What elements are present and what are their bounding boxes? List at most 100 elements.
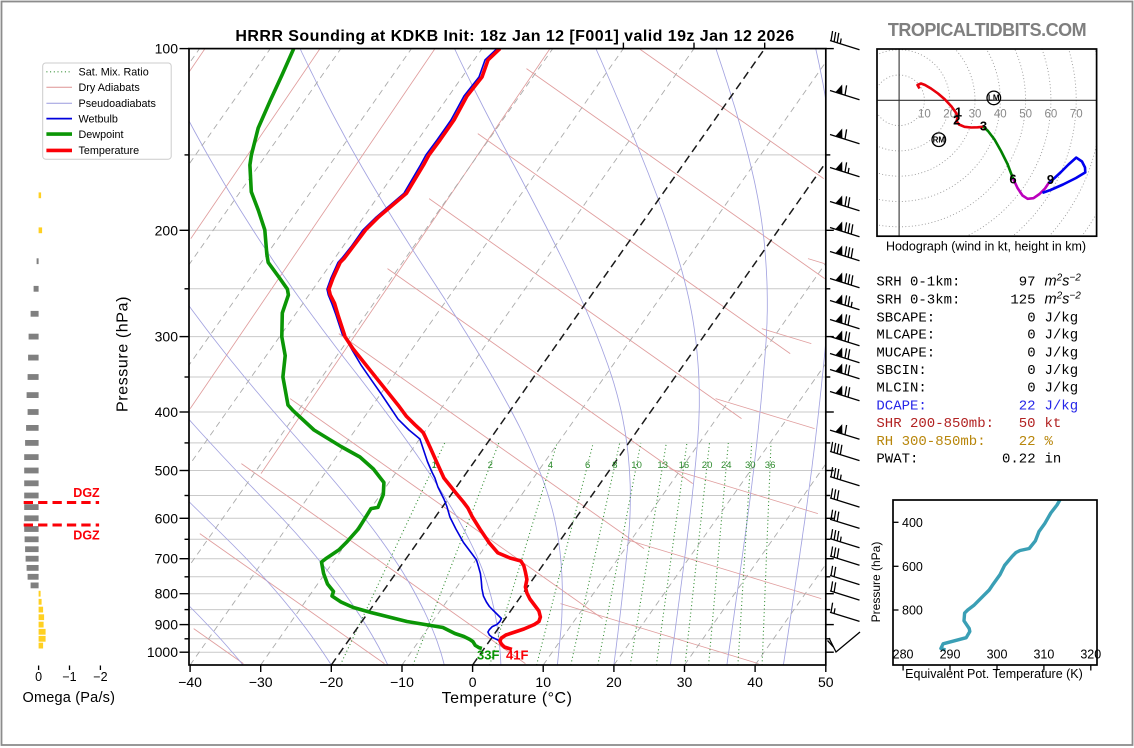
svg-text:0: 0 [35, 670, 42, 684]
svg-text:J/kg: J/kg [1045, 310, 1079, 326]
svg-text:0: 0 [1027, 345, 1035, 361]
svg-text:30: 30 [677, 674, 693, 690]
svg-text:MLCAPE:: MLCAPE: [876, 328, 935, 344]
svg-text:PWAT:: PWAT: [876, 452, 918, 468]
svg-text:10: 10 [535, 674, 551, 690]
svg-text:200: 200 [155, 222, 179, 238]
svg-text:1: 1 [955, 105, 962, 120]
svg-text:J/kg: J/kg [1045, 363, 1079, 379]
svg-text:kt: kt [1045, 416, 1062, 432]
svg-text:−1: −1 [62, 670, 76, 684]
svg-text:20: 20 [702, 460, 713, 471]
svg-text:0: 0 [1027, 328, 1035, 344]
svg-text:SBCAPE:: SBCAPE: [876, 310, 935, 326]
svg-text:60: 60 [1045, 109, 1058, 121]
svg-text:Hodograph (wind in kt, height: Hodograph (wind in kt, height in km) [886, 240, 1086, 254]
svg-text:33F: 33F [477, 648, 499, 663]
svg-text:400: 400 [155, 404, 179, 420]
svg-text:0: 0 [1027, 363, 1035, 379]
svg-text:500: 500 [155, 463, 179, 479]
svg-text:70: 70 [1070, 109, 1083, 121]
svg-text:LM: LM [988, 94, 1000, 103]
svg-text:−10: −10 [390, 674, 414, 690]
svg-text:SHR 200-850mb:: SHR 200-850mb: [876, 416, 994, 432]
svg-text:in: in [1045, 452, 1062, 468]
svg-text:400: 400 [902, 516, 923, 530]
svg-text:HRRR Sounding at KDKB Init: 18: HRRR Sounding at KDKB Init: 18z Jan 12 [… [235, 28, 794, 45]
svg-text:DCAPE:: DCAPE: [876, 399, 926, 415]
svg-text:290: 290 [940, 648, 961, 662]
svg-text:MUCAPE:: MUCAPE: [876, 345, 935, 361]
svg-text:50: 50 [818, 674, 834, 690]
svg-text:Pressure (hPa): Pressure (hPa) [115, 296, 132, 412]
svg-text:J/kg: J/kg [1045, 345, 1079, 361]
svg-text:J/kg: J/kg [1045, 381, 1079, 397]
svg-text:J/kg: J/kg [1045, 399, 1079, 415]
svg-text:Temperature (°C): Temperature (°C) [442, 690, 573, 707]
svg-text:DGZ: DGZ [73, 529, 100, 543]
svg-text:100: 100 [155, 41, 179, 57]
svg-text:−20: −20 [319, 674, 343, 690]
svg-text:16: 16 [679, 460, 690, 471]
svg-text:40: 40 [994, 109, 1007, 121]
svg-text:Dewpoint: Dewpoint [79, 129, 124, 141]
svg-text:50: 50 [1019, 416, 1036, 432]
svg-text:0: 0 [1027, 381, 1035, 397]
svg-text:2: 2 [488, 460, 493, 471]
svg-text:3: 3 [980, 119, 987, 134]
svg-text:125: 125 [1010, 292, 1035, 308]
svg-text:4: 4 [548, 460, 553, 471]
svg-text:SRH 0-3km:: SRH 0-3km: [876, 292, 960, 308]
svg-text:10: 10 [918, 109, 931, 121]
svg-text:6: 6 [1009, 172, 1016, 187]
svg-text:TROPICALTIDBITS.COM: TROPICALTIDBITS.COM [888, 20, 1086, 40]
svg-text:700: 700 [155, 551, 179, 567]
svg-text:DGZ: DGZ [73, 486, 100, 500]
svg-text:Omega (Pa/s): Omega (Pa/s) [23, 690, 116, 706]
svg-text:1: 1 [432, 460, 437, 471]
svg-text:600: 600 [155, 510, 179, 526]
svg-text:RM: RM [933, 135, 946, 144]
svg-text:SRH 0-1km:: SRH 0-1km: [876, 275, 960, 291]
svg-text:Pseudoadiabats: Pseudoadiabats [79, 98, 157, 110]
svg-text:Sat. Mix. Ratio: Sat. Mix. Ratio [79, 67, 149, 79]
svg-text:36: 36 [765, 460, 776, 471]
svg-text:−2: −2 [93, 670, 107, 684]
svg-text:8: 8 [612, 460, 617, 471]
svg-text:Equivalent Pot. Temperature (K: Equivalent Pot. Temperature (K) [905, 667, 1083, 681]
svg-text:41F: 41F [506, 648, 528, 663]
svg-text:−40: −40 [178, 674, 202, 690]
svg-text:800: 800 [902, 604, 923, 618]
svg-text:20: 20 [943, 109, 956, 121]
svg-text:97: 97 [1019, 275, 1036, 291]
svg-text:320: 320 [1080, 648, 1101, 662]
svg-text:0: 0 [469, 674, 477, 690]
svg-text:%: % [1045, 434, 1054, 450]
svg-text:24: 24 [721, 460, 732, 471]
svg-text:13: 13 [657, 460, 668, 471]
svg-text:MLCIN:: MLCIN: [876, 381, 926, 397]
svg-text:22: 22 [1019, 434, 1036, 450]
svg-text:280: 280 [893, 648, 914, 662]
svg-text:Wetbulb: Wetbulb [79, 113, 118, 125]
svg-text:9: 9 [1047, 172, 1054, 187]
svg-text:J/kg: J/kg [1045, 328, 1079, 344]
svg-text:50: 50 [1019, 109, 1032, 121]
svg-text:30: 30 [969, 109, 982, 121]
svg-text:10: 10 [631, 460, 642, 471]
svg-text:600: 600 [902, 560, 923, 574]
svg-text:300: 300 [987, 648, 1008, 662]
svg-text:40: 40 [747, 674, 763, 690]
svg-text:RH 300-850mb:: RH 300-850mb: [876, 434, 985, 450]
svg-text:20: 20 [606, 674, 622, 690]
svg-text:6: 6 [585, 460, 590, 471]
svg-text:0.22: 0.22 [1002, 452, 1036, 468]
svg-text:30: 30 [745, 460, 756, 471]
svg-text:310: 310 [1033, 648, 1054, 662]
svg-text:2: 2 [953, 113, 960, 128]
svg-text:1000: 1000 [147, 644, 178, 660]
svg-text:Dry Adiabats: Dry Adiabats [79, 82, 141, 94]
svg-text:300: 300 [155, 329, 179, 345]
svg-text:Pressure (hPa): Pressure (hPa) [869, 542, 883, 623]
svg-text:−30: −30 [249, 674, 273, 690]
